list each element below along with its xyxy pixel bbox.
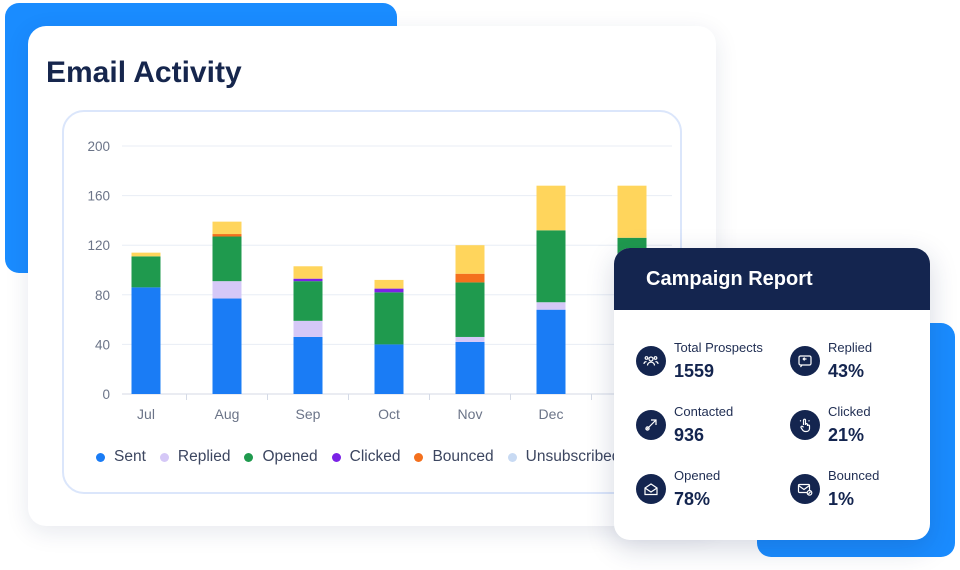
metric-label: Total Prospects [674,340,763,355]
y-tick-label: 80 [95,288,110,303]
bar-segment[interactable] [455,336,485,342]
send-icon [636,410,666,440]
bar-segment[interactable] [212,236,242,282]
metric-total-prospects: Total Prospects 1559 [636,340,763,383]
bar-segment[interactable] [536,185,566,231]
bar-segment[interactable] [455,341,485,394]
bar-segment[interactable] [374,288,404,293]
bar-segment[interactable] [131,252,161,257]
metric-label: Bounced [828,468,880,483]
envelope-bounce-icon [790,474,820,504]
legend-label-bounced: Bounced [432,448,494,465]
bar-segment[interactable] [455,282,485,337]
bar-segment[interactable] [212,221,242,235]
y-tick-label: 40 [95,337,110,352]
legend-label-unsubscribed: Unsubscribed [525,448,621,465]
people-icon [636,346,666,376]
bar-segment[interactable] [455,273,485,283]
stacked-bar-chart: 04080120160200JulAugSepOctNovDecJan [87,139,673,422]
bar-segment[interactable] [617,185,647,238]
legend-item-clicked[interactable]: Clicked [331,448,401,466]
y-tick-label: 160 [87,189,110,204]
bar-segment[interactable] [293,336,323,394]
metric-value: 21% [828,425,865,445]
legend-item-bounced[interactable]: Bounced [414,448,494,466]
legend-label-opened: Opened [262,448,318,465]
x-tick-label: Nov [458,406,483,422]
y-tick-label: 120 [87,238,110,253]
bar-segment[interactable] [374,279,404,289]
y-tick-label: 0 [102,387,110,402]
legend-item-unsubscribed[interactable]: Unsubscribed [507,448,621,466]
bar-segment[interactable] [212,234,242,237]
bar-segment[interactable] [536,309,566,394]
legend-swatch-sent [96,452,105,462]
legend-item-sent[interactable]: Sent [96,448,146,466]
metric-value: 1559 [674,361,715,381]
legend-swatch-replied [159,452,169,462]
bar-segment[interactable] [455,245,485,274]
bar-segment[interactable] [131,256,161,288]
bar-segment[interactable] [374,344,404,394]
bar-segment[interactable] [374,292,404,345]
campaign-report-header: Campaign Report [614,248,930,310]
bar-segment[interactable] [131,287,161,394]
click-icon [790,410,820,440]
metric-label: Clicked [828,404,871,419]
legend-label-sent: Sent [114,448,146,465]
bar-segment[interactable] [212,298,242,394]
x-tick-label: Sep [296,406,321,422]
chart-container: 04080120160200JulAugSepOctNovDecJan Sent… [62,110,682,494]
chart-title: Email Activity [46,56,242,89]
legend-label-replied: Replied [177,448,231,465]
metric-value: 1% [828,489,855,509]
bar-segment[interactable] [293,320,323,337]
metric-bounced: Bounced 1% [790,468,879,511]
chart-legend: Sent Replied Opened Clicked Bounced Unsu… [96,448,634,466]
bar-segment[interactable] [212,281,242,299]
legend-swatch-opened [244,452,254,462]
campaign-report-card: Campaign Report Total Prospects 1559 Rep… [614,248,930,540]
metric-label: Replied [828,340,873,355]
metric-contacted: Contacted 936 [636,404,733,447]
bar-segment[interactable] [293,278,323,282]
legend-label-clicked: Clicked [349,448,401,465]
y-tick-label: 200 [87,139,110,154]
x-tick-label: Aug [215,406,240,422]
reply-icon [790,346,820,376]
legend-swatch-unsubscribed [507,452,517,462]
legend-swatch-clicked [331,452,341,462]
envelope-open-icon [636,474,666,504]
metric-value: 78% [674,489,711,509]
legend-item-replied[interactable]: Replied [159,448,231,466]
campaign-report-title: Campaign Report [646,267,813,290]
bar-segment[interactable] [536,302,566,310]
bar-segment[interactable] [536,230,566,303]
x-tick-label: Jul [137,406,155,422]
x-tick-label: Dec [539,406,564,422]
metric-value: 43% [828,361,865,381]
metric-replied: Replied 43% [790,340,872,383]
x-tick-label: Oct [378,406,400,422]
metric-label: Contacted [674,404,734,419]
metric-value: 936 [674,425,705,445]
email-activity-card: Email Activity 0 40 80 120 160 200 Jul Aug Sep Oc… [28,26,716,526]
metric-clicked: Clicked 21% [790,404,871,447]
bar-segment[interactable] [293,266,323,279]
bar-segment[interactable] [293,281,323,321]
metric-opened: Opened 78% [636,468,720,511]
legend-swatch-bounced [414,452,424,462]
legend-item-opened[interactable]: Opened [244,448,318,466]
metric-label: Opened [674,468,721,483]
